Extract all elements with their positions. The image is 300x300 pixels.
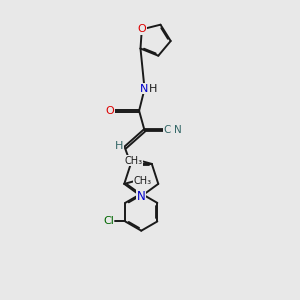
Text: C: C bbox=[164, 125, 171, 135]
Text: CH₃: CH₃ bbox=[133, 176, 152, 186]
Text: O: O bbox=[137, 24, 146, 34]
Text: CH₃: CH₃ bbox=[124, 156, 143, 166]
Text: N: N bbox=[140, 84, 149, 94]
Text: N: N bbox=[137, 190, 146, 203]
Text: N: N bbox=[174, 125, 182, 135]
Text: O: O bbox=[106, 106, 115, 116]
Text: Cl: Cl bbox=[103, 216, 114, 226]
Text: H: H bbox=[148, 84, 157, 94]
Text: H: H bbox=[115, 141, 123, 151]
